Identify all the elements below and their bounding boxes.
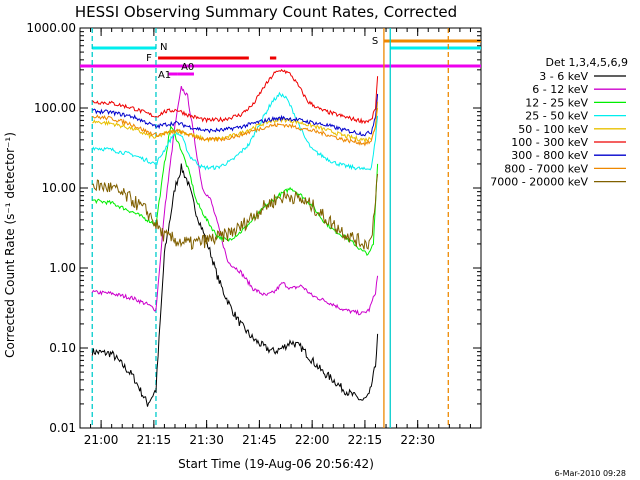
y-tick-label-2: 1.00 [49, 261, 76, 275]
y-tick-label-1: 0.10 [49, 341, 76, 355]
y-tick-label-0: 0.01 [49, 421, 76, 435]
y-axis-label: Corrected Count Rate (s⁻¹ detector⁻¹) [3, 132, 17, 358]
series-line-8 [92, 173, 379, 251]
legend-entry-5: 100 - 300 keV [511, 136, 588, 149]
legend-title: Det 1,3,4,5,6,9 [545, 56, 628, 69]
y-tick-label-4: 100.00 [34, 101, 76, 115]
series-line-2 [92, 125, 379, 257]
legend-entry-0: 3 - 6 keV [539, 70, 588, 83]
x-axis: 21:00 21:15 21:30 21:45 22:00 22:15 22:30 [84, 28, 471, 447]
legend-entry-7: 800 - 7000 keV [504, 162, 588, 175]
x-tick-label-2: 21:30 [189, 433, 224, 447]
legend-entry-4: 50 - 100 keV [518, 123, 588, 136]
series-line-3 [91, 91, 379, 171]
x-tick-label-4: 22:00 [295, 433, 330, 447]
x-tick-label-6: 22:30 [400, 433, 435, 447]
x-tick-label-0: 21:00 [84, 433, 119, 447]
series-line-0 [91, 163, 379, 407]
series-line-5 [91, 68, 379, 125]
flag-label-F: F [146, 53, 152, 64]
series-line-1 [91, 85, 379, 316]
chart-title: HESSI Observing Summary Count Rates, Cor… [75, 3, 457, 21]
series-group [91, 68, 379, 407]
y-tick-label-3: 10.00 [42, 181, 76, 195]
series-line-4 [92, 107, 379, 144]
x-axis-label: Start Time (19-Aug-06 20:56:42) [178, 457, 374, 471]
x-tick-label-3: 21:45 [242, 433, 277, 447]
plot-area: N S F A1 A0 [79, 27, 482, 429]
marker-label-S: S [372, 36, 378, 47]
legend-entry-1: 6 - 12 keV [532, 83, 588, 96]
x-tick-label-5: 22:15 [348, 433, 383, 447]
legend-entry-2: 12 - 25 keV [525, 96, 588, 109]
flag-label-A0: A0 [181, 62, 194, 73]
series-line-6 [92, 93, 379, 137]
y-tick-label-5: 1000.00 [26, 21, 76, 35]
footer-timestamp: 6-Mar-2010 09:28 [555, 469, 626, 478]
marker-label-N: N [160, 42, 167, 53]
legend-entry-3: 25 - 50 keV [525, 110, 588, 123]
x-tick-label-1: 21:15 [137, 433, 172, 447]
legend-entry-6: 300 - 800 keV [511, 149, 588, 162]
legend-entry-8: 7000 - 20000 keV [490, 176, 588, 189]
flag-label-A1: A1 [158, 70, 171, 81]
series-line-7 [91, 101, 379, 147]
y-axis: 0.01 0.10 1.00 10.00 100.00 1000.00 [26, 21, 481, 435]
plot-frame [79, 27, 482, 429]
